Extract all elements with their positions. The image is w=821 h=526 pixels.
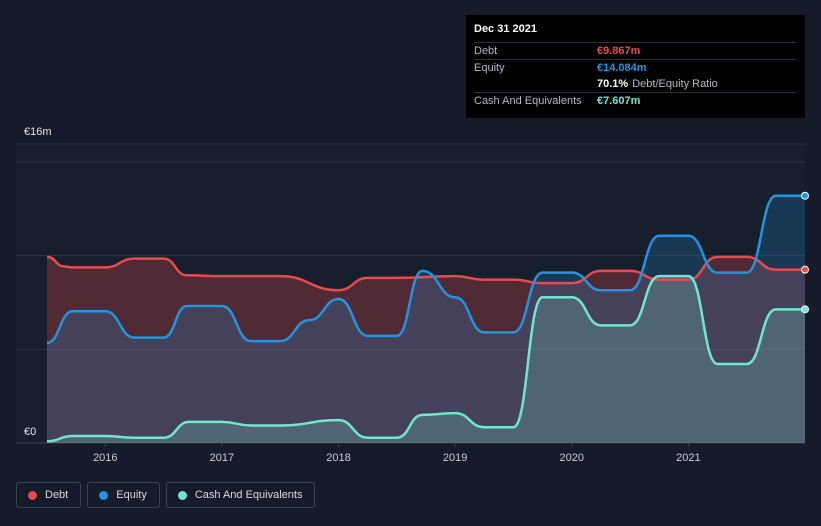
y-tick-label: €16m [24,126,52,138]
tooltip-label: Debt [474,45,498,57]
legend: Debt Equity Cash And Equivalents [16,482,316,508]
legend-dot-icon [99,490,109,500]
x-tick-label: 2017 [210,452,234,464]
series-endpoint-0 [801,265,809,274]
tooltip-suffix: Debt/Equity Ratio [632,78,718,90]
series-area-0 [47,256,805,443]
legend-label: Cash And Equivalents [194,489,303,501]
x-tick-label: 2021 [676,452,700,464]
tooltip-label: Cash And Equivalents [474,95,582,107]
series-line-1 [46,194,805,345]
tooltip-value: €14.084m [597,62,647,74]
series-area-2 [47,276,805,443]
legend-item-equity[interactable]: Equity [87,482,160,508]
tooltip-value: 70.1% [597,78,629,90]
series-area-1 [47,195,805,443]
legend-label: Equity [116,489,147,501]
y-tick-label: €0 [24,426,36,438]
tooltip-row-debt: Debt €9.867m [474,42,797,59]
series-line-2 [46,274,805,443]
tooltip-value: €7.607m [597,95,641,107]
tooltip-row-ratio: 70.1% Debt/Equity Ratio [474,76,797,92]
tooltip-date: Dec 31 2021 [474,23,537,35]
tooltip-row-equity: Equity €14.084m [474,59,797,76]
series-endpoint-2 [801,305,809,314]
legend-label: Debt [45,489,69,501]
legend-item-cash[interactable]: Cash And Equivalents [165,482,316,508]
x-tick-label: 2016 [93,452,117,464]
x-tick-label: 2019 [443,452,467,464]
tooltip-value: €9.867m [597,45,641,57]
tooltip-label: Equity [474,62,505,74]
legend-dot-icon [28,490,37,500]
legend-item-debt[interactable]: Debt [16,482,82,508]
x-tick-label: 2018 [326,452,350,464]
tooltip: Dec 31 2021 Debt €9.867m Equity €14.084m… [466,15,805,118]
tooltip-row-cash: Cash And Equivalents €7.607m [474,92,797,109]
series-line-0 [46,255,805,292]
x-tick-label: 2020 [560,452,584,464]
legend-dot-icon [177,490,187,500]
series-endpoint-1 [801,191,809,200]
